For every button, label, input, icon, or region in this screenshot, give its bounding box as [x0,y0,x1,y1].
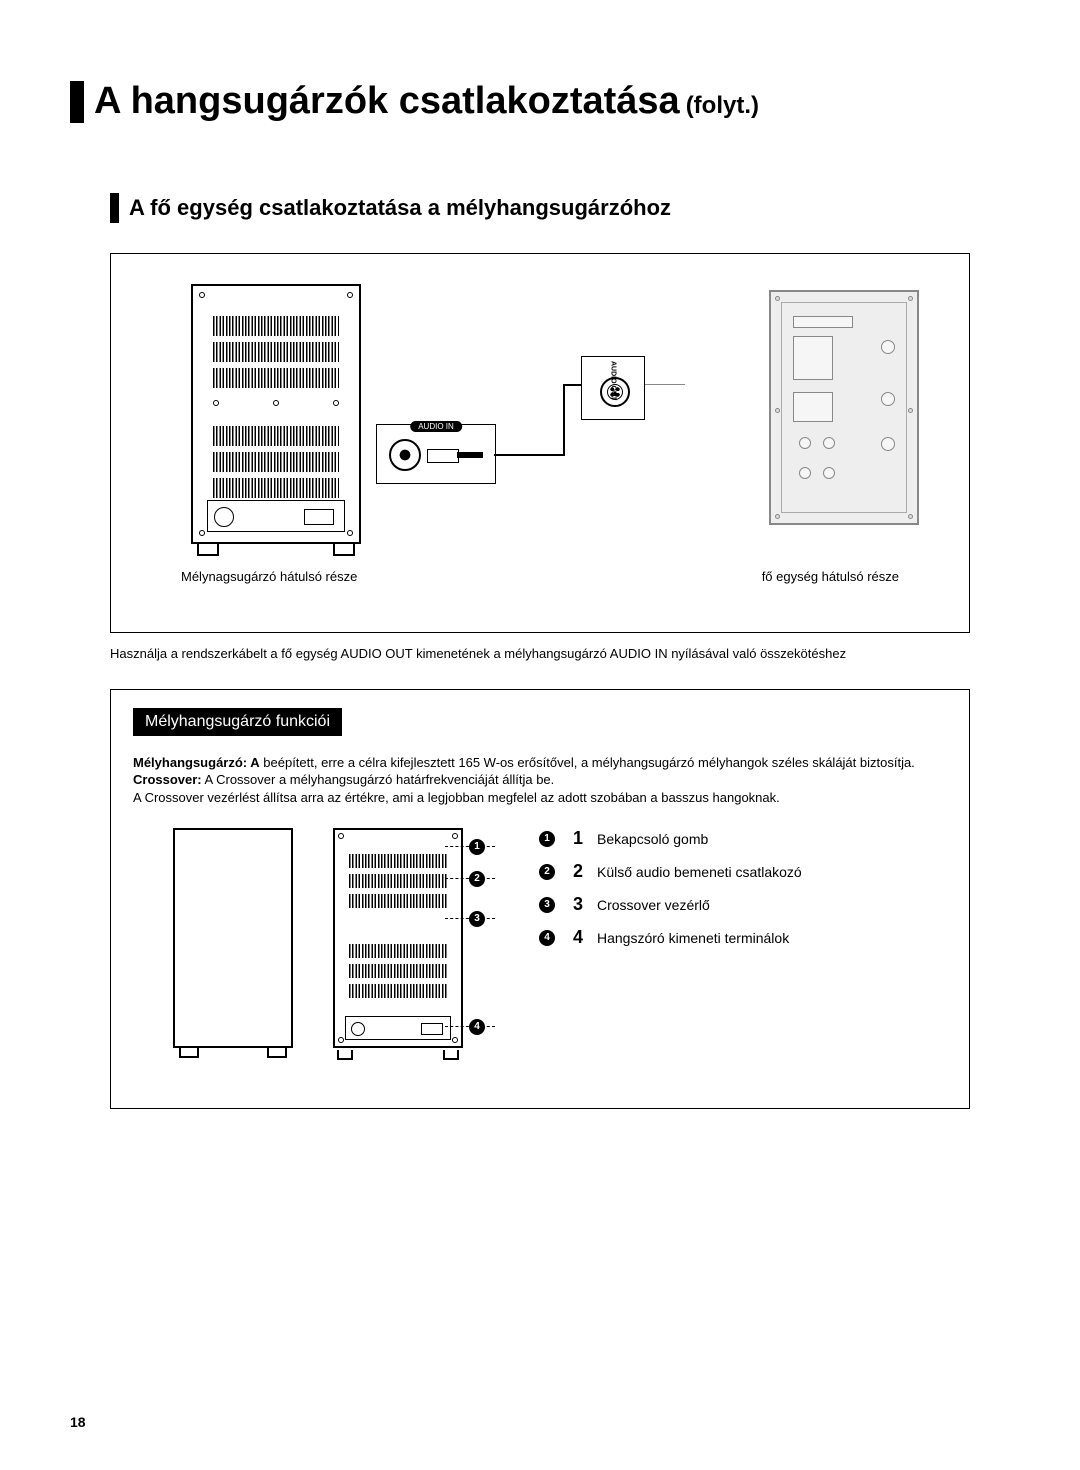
section-heading-row: A fő egység csatlakoztatása a mélyhangsu… [110,193,1010,223]
din-socket-icon [389,439,421,471]
subwoofer-description: Mélyhangsugárzó: A beépített, erre a cél… [133,754,947,807]
audio-in-connector-detail: AUDIO IN [376,424,496,484]
feature-marker: 3 [539,897,555,913]
subwoofer-front-illustration [173,828,293,1048]
desc-rest-2: A Crossover a mélyhangsugárzó határfrekv… [202,772,555,787]
feature-number: 2 [573,861,587,882]
feature-marker: 4 [539,930,555,946]
feature-marker: 1 [539,831,555,847]
feature-label: Hangszóró kimeneti terminálok [597,930,789,946]
list-item: 2 2 Külső audio bemeneti csatlakozó [539,861,802,882]
feature-number: 3 [573,894,587,915]
subwoofer-caption: Mélynagsugárzó hátulsó része [181,569,357,584]
desc-bold-1: Mélyhangsugárzó: A [133,755,260,770]
subwoofer-functions-figure: Mélyhangsugárzó funkciói Mélyhangsugárzó… [110,689,970,1109]
audio-out-connector-detail: AUDIO OUT [581,356,645,420]
callout-marker-2: 2 [469,871,485,887]
feature-label: Bekapcsoló gomb [597,831,708,847]
audio-out-socket-icon [600,377,630,407]
feature-label: Külső audio bemeneti csatlakozó [597,864,802,880]
list-item: 3 3 Crossover vezérlő [539,894,802,915]
title-accent-bar [70,81,84,123]
feature-list: 1 1 Bekapcsoló gomb 2 2 Külső audio beme… [539,828,802,960]
main-unit-rear-illustration [769,290,919,525]
desc-rest-1: beépített, erre a célra kifejlesztett 16… [260,755,915,770]
cable-plug-icon [427,447,487,463]
desc-line-3: A Crossover vezérlést állítsa arra az ér… [133,789,947,807]
feature-marker: 2 [539,864,555,880]
instruction-paragraph: Használja a rendszerkábelt a fő egység A… [110,645,970,663]
subwoofer-rear-small-illustration [333,828,463,1048]
feature-number: 1 [573,828,587,849]
page-title: A hangsugárzók csatlakoztatása [94,80,680,123]
section-accent-bar [110,193,119,223]
callout-marker-1: 1 [469,839,485,855]
feature-number: 4 [573,927,587,948]
callout-marker-4: 4 [469,1019,485,1035]
subwoofer-rear-illustration [191,284,361,544]
callout-marker-3: 3 [469,911,485,927]
connection-diagram-figure: AUDIO IN AUDIO OUT [110,253,970,633]
page-number: 18 [70,1414,86,1430]
subwoofer-functions-heading: Mélyhangsugárzó funkciói [133,708,342,736]
list-item: 1 1 Bekapcsoló gomb [539,828,802,849]
main-unit-caption: fő egység hátulsó része [762,569,899,584]
page-title-continued: (folyt.) [686,92,759,120]
feature-label: Crossover vezérlő [597,897,710,913]
audio-in-label: AUDIO IN [410,421,462,432]
page-title-row: A hangsugárzók csatlakoztatása (folyt.) [70,80,1010,123]
desc-bold-2: Crossover: [133,772,202,787]
section-heading: A fő egység csatlakoztatása a mélyhangsu… [129,195,671,221]
list-item: 4 4 Hangszóró kimeneti terminálok [539,927,802,948]
